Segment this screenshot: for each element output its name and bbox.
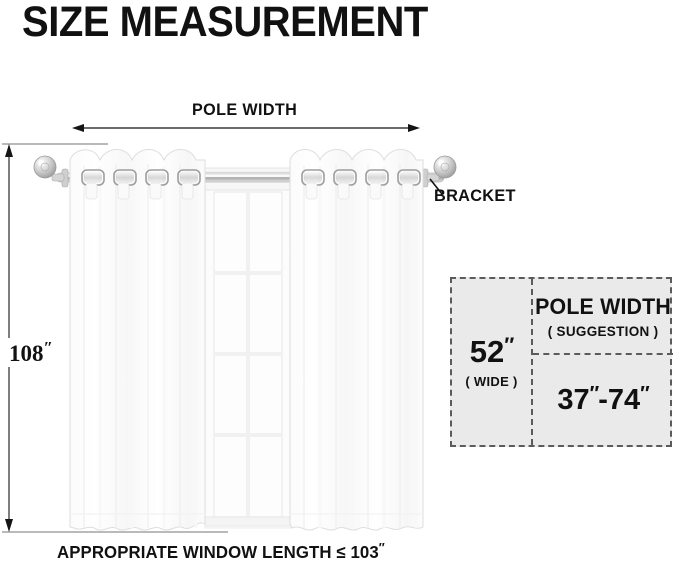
left-finial-bracket bbox=[33, 155, 69, 188]
right-panel-grommets bbox=[301, 169, 421, 200]
width-value-group: 52″ bbox=[469, 334, 515, 369]
info-box-pole-column: POLE WIDTH ( SUGGESTION ) 37″-74″ bbox=[533, 279, 674, 445]
size-info-box: 52″ ( WIDE ) POLE WIDTH ( SUGGESTION ) 3… bbox=[450, 277, 674, 447]
pole-width-label: POLE WIDTH bbox=[192, 100, 298, 119]
left-panel-grommets bbox=[81, 169, 201, 200]
pole-width-suggestion-label: ( SUGGESTION ) bbox=[547, 323, 659, 339]
pole-width-title: POLE WIDTH bbox=[535, 293, 672, 319]
bottom-caption: APPROPRIATE WINDOW LENGTH ≤ 103″ bbox=[57, 540, 385, 563]
range-high-unit: ″ bbox=[640, 383, 650, 405]
pole-width-range: 37″-74″ bbox=[557, 383, 650, 417]
bracket-callout-leader-line bbox=[429, 178, 443, 195]
bottom-caption-text: APPROPRIATE WINDOW LENGTH ≤ 103 bbox=[57, 542, 379, 562]
info-box-width-cell: 52″ ( WIDE ) bbox=[452, 279, 533, 445]
width-value: 52 bbox=[469, 334, 505, 369]
page-title: SIZE MEASUREMENT bbox=[22, 0, 428, 46]
range-high: 74 bbox=[607, 384, 641, 416]
pole-width-dimension-line bbox=[72, 124, 420, 132]
right-curtain-panel bbox=[289, 149, 424, 531]
panel-height-unit: ″ bbox=[43, 338, 53, 357]
bottom-caption-unit: ″ bbox=[378, 540, 385, 555]
left-curtain-panel bbox=[69, 149, 206, 531]
bracket-label: BRACKET bbox=[434, 186, 516, 205]
panel-height-value: 108 bbox=[9, 341, 44, 366]
info-box-pole-range-cell: 37″-74″ bbox=[533, 355, 673, 445]
window-behind-curtains bbox=[202, 167, 294, 529]
panel-height-label: 108″ bbox=[8, 338, 53, 367]
width-sub-label: ( WIDE ) bbox=[465, 374, 518, 389]
width-unit: ″ bbox=[504, 334, 514, 357]
range-separator: - bbox=[598, 384, 608, 416]
range-low-unit: ″ bbox=[589, 383, 600, 405]
right-finial-bracket bbox=[421, 155, 457, 188]
info-box-pole-width-cell: POLE WIDTH ( SUGGESTION ) bbox=[533, 279, 674, 355]
range-low: 37 bbox=[557, 384, 590, 416]
